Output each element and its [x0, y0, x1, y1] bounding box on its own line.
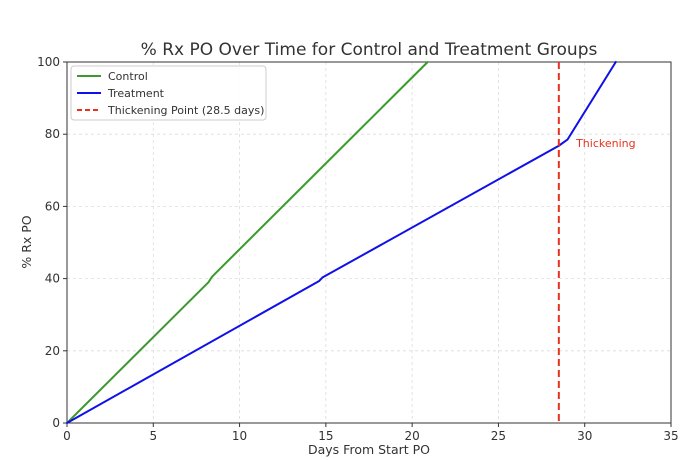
x-tick-label: 10	[232, 429, 247, 443]
x-tick-label: 30	[577, 429, 592, 443]
y-tick-label: 0	[52, 416, 60, 430]
x-tick-label: 15	[318, 429, 333, 443]
annotation-thickening: Thickening	[575, 137, 636, 150]
y-tick-label: 40	[45, 272, 60, 286]
y-tick-label: 60	[45, 199, 60, 213]
legend-label-thickening-point: Thickening Point (28.5 days)	[107, 104, 264, 117]
y-tick-label: 20	[45, 344, 60, 358]
y-tick-label: 80	[45, 127, 60, 141]
y-axis-label: % Rx PO	[19, 215, 34, 268]
x-tick-label: 0	[63, 429, 71, 443]
x-tick-label: 5	[149, 429, 157, 443]
legend-label-control: Control	[108, 70, 148, 83]
x-tick-label: 25	[491, 429, 506, 443]
x-tick-label: 20	[405, 429, 420, 443]
legend: Control Treatment Thickening Point (28.5…	[70, 65, 267, 121]
plot-frame	[66, 61, 672, 424]
series-line-control	[66, 61, 429, 424]
legend-box	[70, 65, 267, 121]
x-axis-label: Days From Start PO	[308, 442, 430, 457]
series-line-treatment	[66, 61, 617, 424]
y-tick-label: 100	[37, 55, 60, 69]
legend-label-treatment: Treatment	[107, 87, 165, 100]
ticks: 0 5 10 15 20 25 30 35 0 20 40 60 80 100	[37, 55, 679, 443]
x-tick-label: 35	[663, 429, 678, 443]
chart-title: % Rx PO Over Time for Control and Treatm…	[141, 40, 598, 60]
series-layer	[66, 61, 617, 424]
